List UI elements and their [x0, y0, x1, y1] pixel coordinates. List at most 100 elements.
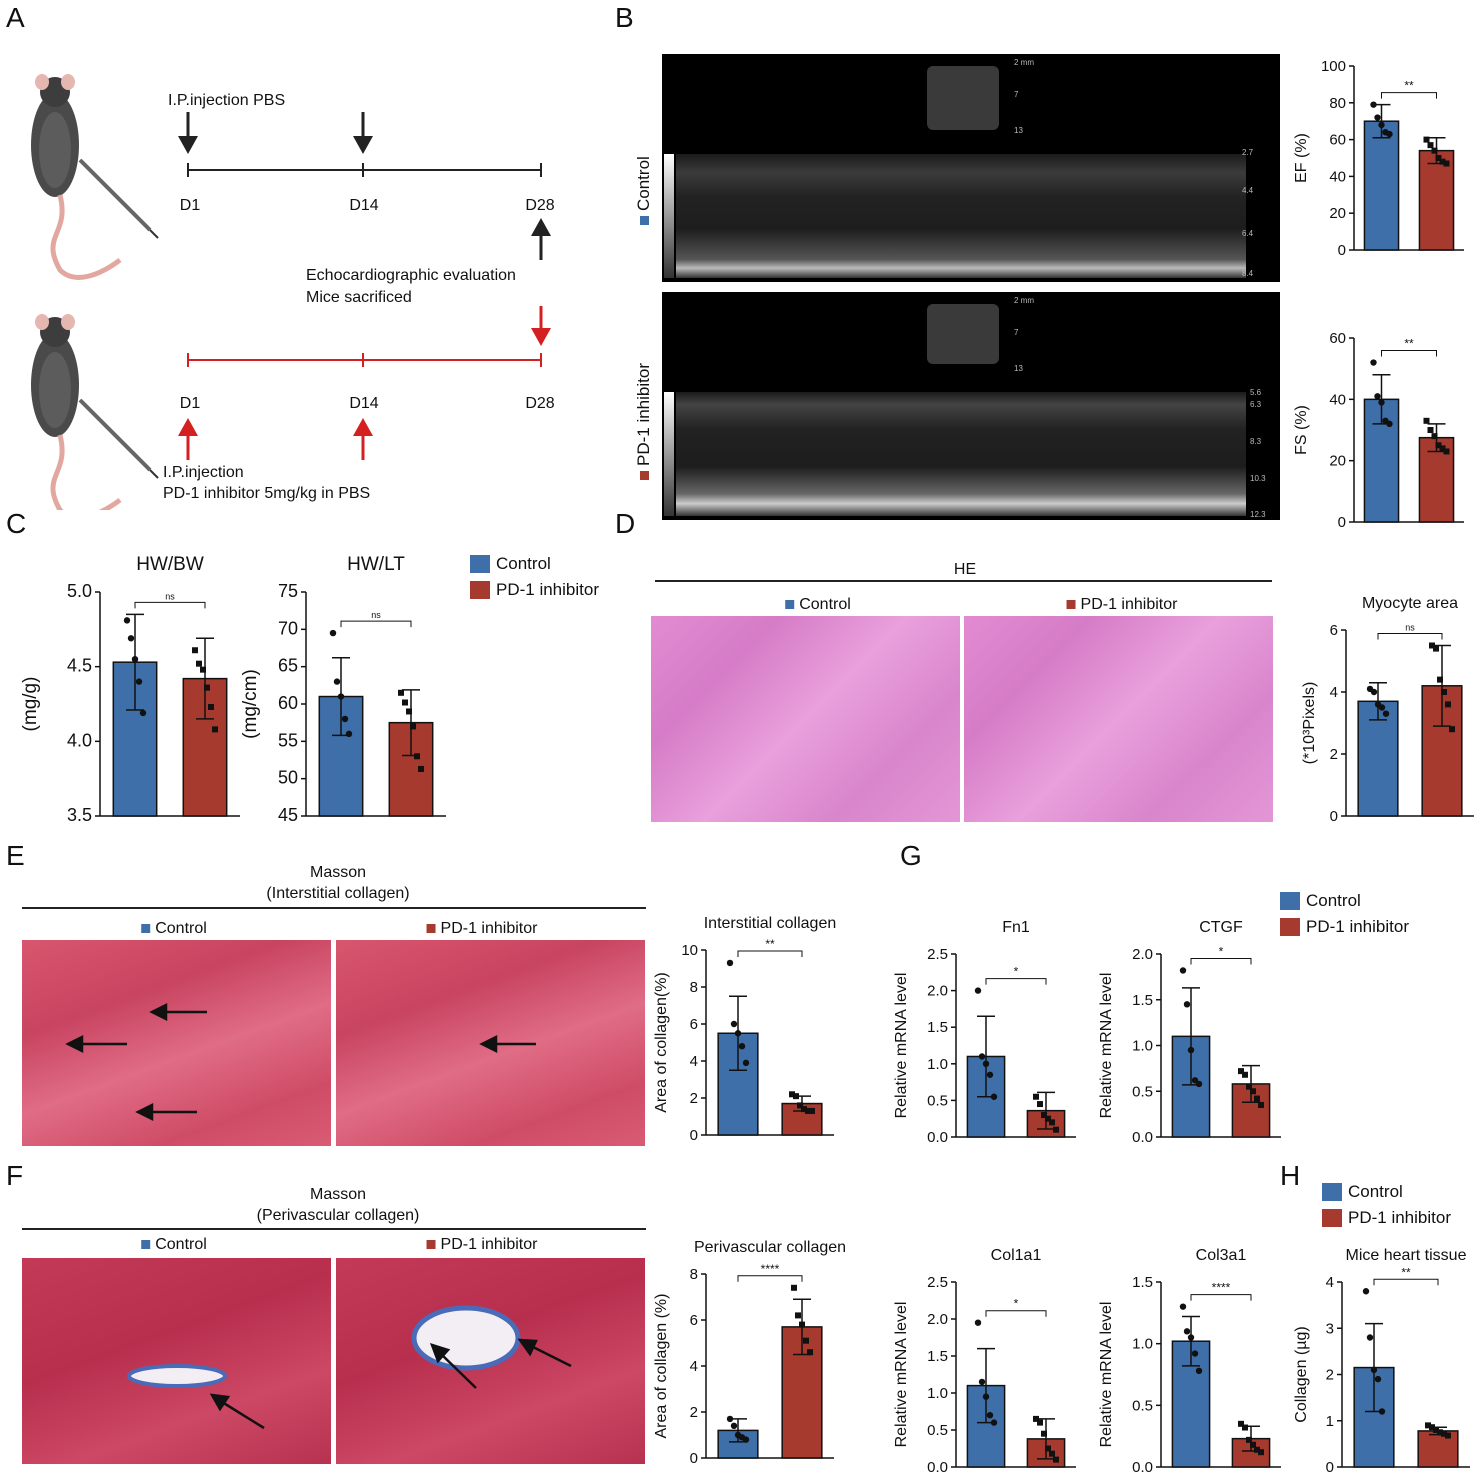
data-point [807, 1349, 813, 1356]
data-point [1033, 1093, 1039, 1100]
significance-label: * [1014, 965, 1019, 979]
data-point [1427, 142, 1434, 149]
echo-image-control: 2.7 4.4 6.4 8.4 2 mm 7 13 [662, 54, 1280, 282]
y-tick-label: 0 [690, 1127, 698, 1144]
data-point [986, 1071, 994, 1078]
data-point [398, 689, 404, 696]
data-point [1439, 445, 1446, 452]
y-axis-label: Relative mRNA level [1098, 973, 1115, 1119]
masson-perivascular-divider [22, 1228, 646, 1230]
echo-eval-label: Echocardiographic evaluation [306, 267, 516, 284]
data-point [196, 660, 202, 667]
chart-fn1: Fn1 0.0 0.5 1.0 1.5 2.0 2.5 Relative mRNA level… [893, 919, 1076, 1146]
data-point [982, 1393, 990, 1400]
arrow-down-icon [353, 112, 373, 154]
y-tick-label: 5.0 [67, 581, 92, 601]
significance-bracket [1381, 92, 1437, 99]
data-point [1366, 1334, 1374, 1341]
chart-title: Perivascular collagen [694, 1239, 845, 1256]
data-point [738, 1043, 746, 1050]
y-tick-label: 6 [1330, 622, 1338, 639]
y-tick-label: 2.0 [1132, 946, 1153, 963]
significance-label: ns [1405, 623, 1415, 633]
y-tick-label: 50 [278, 768, 298, 788]
data-point [208, 703, 214, 710]
data-point [1037, 1419, 1043, 1426]
bottom-injection-label-2: PD-1 inhibitor 5mg/kg in PBS [163, 485, 371, 502]
significance-bracket [737, 1275, 803, 1282]
panel-letter-b: B [615, 2, 634, 33]
data-point [1433, 1427, 1439, 1433]
y-tick-label: 45 [278, 805, 298, 825]
masson-perivascular-title-1: Masson [309, 1186, 367, 1203]
data-point [1246, 1083, 1252, 1090]
chart-collagen: Mice heart tissue 0 1 2 3 4 Collagen (µg) ** [1293, 1247, 1470, 1474]
significance-label: **** [1212, 1281, 1231, 1295]
data-point [734, 1030, 742, 1037]
data-point [1439, 158, 1446, 165]
data-point [1195, 1367, 1203, 1374]
data-point [345, 730, 353, 738]
y-tick-label: 2.0 [927, 983, 948, 1000]
y-tick-label: 2 [690, 1404, 698, 1421]
significance-label: ** [1401, 1265, 1411, 1279]
echo-mmode-trace [676, 392, 1246, 516]
data-point [1423, 417, 1430, 424]
data-point [1437, 1429, 1443, 1436]
data-point [1374, 393, 1381, 400]
he-title-divider [655, 580, 1272, 582]
data-point [1445, 1432, 1451, 1439]
echo-row-label-pd1: PD-1 inhibitor [634, 363, 654, 480]
y-tick-label: 4 [1326, 1274, 1334, 1291]
masson-interstitial-divider [22, 907, 646, 909]
y-tick-label: 40 [1329, 391, 1346, 408]
arrow-left-icon [135, 1102, 197, 1122]
data-point [1370, 101, 1377, 108]
data-point [1041, 1430, 1047, 1437]
data-point [329, 629, 337, 637]
data-point [990, 1419, 998, 1426]
y-tick-label: 60 [278, 693, 298, 713]
data-point [1250, 1441, 1256, 1448]
data-point [795, 1312, 801, 1319]
data-point [1250, 1088, 1256, 1095]
y-tick-label: 1.0 [1132, 1336, 1153, 1353]
chart-hwlt: HW/LT 45 50 55 60 65 70 75 (mg/cm) ns [240, 554, 446, 825]
echo-inset [927, 66, 999, 130]
legend-item-control: Control [470, 554, 551, 574]
he-image-pd1 [964, 616, 1273, 822]
y-axis-label: Relative mRNA level [893, 973, 910, 1119]
data-point [1386, 130, 1393, 138]
masson-interstitial-image-control [22, 940, 331, 1146]
legend-item-pd1-g: PD-1 inhibitor [1280, 917, 1409, 937]
data-point [1378, 121, 1385, 129]
legend-swatch-control [141, 1240, 151, 1250]
data-point [410, 723, 416, 730]
legend-swatch-control [640, 216, 650, 225]
y-tick-label: 100 [1321, 58, 1346, 75]
data-point [726, 959, 734, 967]
legend-swatch-pd1 [426, 924, 436, 934]
y-tick-label: 0.5 [927, 1422, 948, 1439]
he-label-control: Control [785, 596, 851, 614]
y-tick-label: 0.5 [1132, 1397, 1153, 1414]
data-point [1435, 155, 1442, 161]
data-point [1242, 1424, 1248, 1431]
data-point [1378, 1408, 1386, 1415]
data-point [974, 987, 982, 994]
data-point [1423, 136, 1430, 143]
data-point [1041, 1112, 1047, 1119]
data-point [200, 666, 206, 673]
y-axis-label: Relative mRNA level [1098, 1302, 1115, 1448]
legend-swatch-control [141, 924, 151, 934]
chart-col3a1: Col3a1 0.0 0.5 1.0 1.5 Relative mRNA level ***… [1098, 1247, 1281, 1474]
data-point [1053, 1126, 1059, 1133]
arrow-up-left-icon [209, 1393, 265, 1430]
chart-title: CTGF [1199, 919, 1243, 936]
y-tick-label: 1 [1326, 1413, 1334, 1430]
chart-title: HW/BW [136, 554, 204, 575]
legend-swatch-pd1 [1322, 1209, 1342, 1227]
data-point [730, 1422, 738, 1429]
echo-image-pd1: 5.6 6.3 8.3 10.3 12.3 2 mm 7 13 [662, 292, 1280, 520]
y-tick-label: 1.5 [1132, 992, 1153, 1009]
